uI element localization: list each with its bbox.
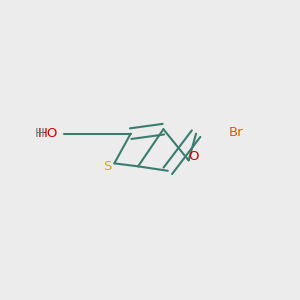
Text: H: H: [34, 127, 44, 140]
Text: HO: HO: [38, 127, 58, 140]
Text: O: O: [188, 150, 198, 163]
Text: Br: Br: [229, 126, 243, 139]
Text: S: S: [103, 160, 111, 173]
